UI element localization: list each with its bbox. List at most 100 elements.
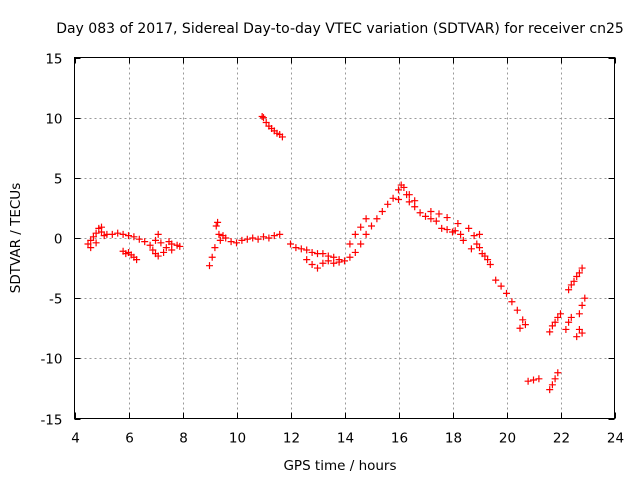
chart-title: Day 083 of 2017, Sidereal Day-to-day VTE… [56, 21, 624, 37]
data-point [206, 262, 213, 270]
data-point [214, 218, 222, 226]
data-point [168, 246, 176, 254]
data-point [89, 233, 97, 241]
data-point [270, 232, 278, 240]
data-point [258, 112, 266, 120]
y-tick-label: -10 [40, 352, 62, 368]
data-point [87, 244, 95, 252]
data-point [519, 316, 527, 324]
x-tick-label: 12 [283, 431, 300, 447]
data-point [135, 235, 143, 243]
data-point [546, 386, 554, 394]
data-point [346, 240, 354, 248]
data-point [497, 282, 505, 290]
data-point [562, 325, 570, 333]
data-point [411, 197, 419, 205]
y-axis-label: SDTVAR / TECUs [8, 183, 24, 293]
data-point [165, 238, 173, 246]
data-point [473, 240, 481, 248]
data-point [416, 209, 424, 217]
data-point [470, 232, 478, 240]
data-point [319, 250, 327, 258]
x-tick-label: 22 [553, 431, 570, 447]
y-tick-label: -15 [40, 413, 62, 429]
data-point [405, 198, 413, 206]
data-point [503, 289, 510, 297]
x-tick-label: 14 [337, 431, 354, 447]
data-point [130, 233, 138, 241]
data-point [530, 376, 537, 384]
data-point [432, 217, 440, 225]
y-tick-label: 5 [54, 172, 63, 188]
data-point [438, 224, 446, 232]
data-point [262, 118, 270, 126]
data-point [554, 369, 562, 377]
data-point [548, 322, 556, 330]
data-point [476, 244, 483, 252]
data-point [114, 229, 122, 237]
data-point [535, 375, 543, 383]
data-point [222, 234, 230, 242]
data-point [459, 236, 467, 244]
data-point [162, 244, 170, 252]
data-point [492, 276, 500, 284]
data-points [84, 112, 589, 394]
data-point [276, 230, 284, 238]
data-point [330, 253, 338, 261]
data-point [233, 239, 240, 247]
data-point [570, 277, 578, 285]
data-point [119, 230, 127, 238]
data-point [87, 236, 95, 244]
data-point [141, 238, 149, 246]
data-point [243, 235, 251, 243]
data-point [554, 313, 562, 321]
data-point [152, 236, 159, 244]
data-point [362, 215, 370, 223]
data-point [557, 310, 564, 318]
data-point [154, 230, 162, 238]
data-point [575, 310, 583, 318]
x-axis-label: GPS time / hours [283, 458, 396, 474]
data-point [341, 257, 348, 265]
data-point [454, 220, 462, 228]
data-point [565, 318, 573, 326]
data-point [578, 301, 586, 309]
data-point [411, 203, 419, 211]
data-point [351, 248, 359, 256]
data-point [476, 230, 483, 238]
data-point [427, 215, 435, 223]
data-point [443, 226, 451, 234]
data-point [265, 234, 273, 242]
data-point [484, 256, 492, 264]
data-point [287, 240, 294, 248]
data-point [373, 215, 381, 223]
data-point [292, 244, 300, 252]
data-point [575, 325, 583, 333]
x-tick-label: 18 [445, 431, 462, 447]
data-point [330, 259, 338, 267]
data-point [378, 208, 386, 216]
data-point [108, 230, 116, 238]
data-point [508, 298, 516, 306]
data-point [524, 377, 532, 385]
data-point [357, 240, 365, 248]
data-point [578, 264, 586, 272]
data-point [457, 230, 465, 238]
data-point [92, 239, 100, 247]
data-point [308, 260, 316, 268]
data-point [451, 227, 459, 235]
data-point [548, 381, 556, 389]
data-point [551, 318, 559, 326]
data-point [216, 236, 224, 244]
data-point [146, 241, 154, 249]
x-tick-label: 20 [499, 431, 516, 447]
data-point [314, 264, 321, 272]
data-point [351, 230, 359, 238]
grid-lines [74, 57, 615, 419]
data-point [324, 257, 332, 265]
data-point [443, 214, 451, 222]
data-point [368, 222, 375, 230]
data-point [465, 224, 473, 232]
data-point [486, 260, 494, 268]
